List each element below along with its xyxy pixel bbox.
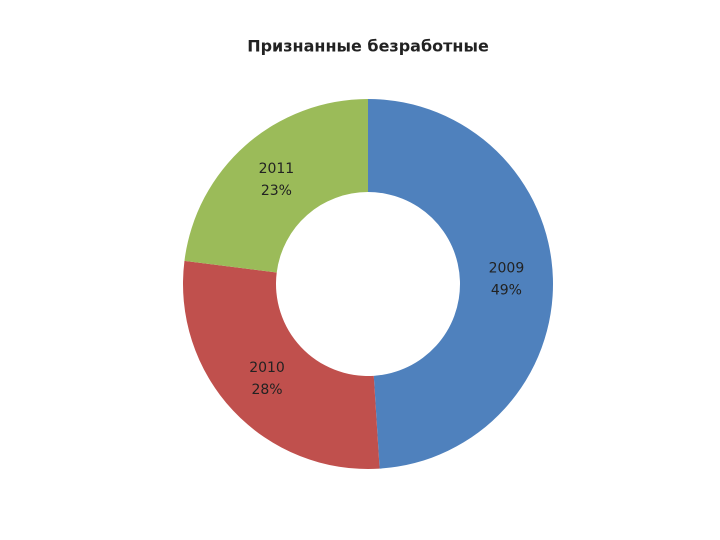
segment-category-label: 2010	[249, 360, 285, 376]
doughnut-segment	[184, 99, 368, 273]
segment-value-label: 23%	[261, 183, 292, 199]
segment-value-label: 28%	[251, 382, 282, 398]
doughnut-segment	[368, 99, 553, 469]
segment-category-label: 2009	[489, 261, 525, 277]
doughnut-segment	[182, 260, 380, 469]
chart-title: Признанные безработные	[247, 37, 489, 56]
segment-value-label: 49%	[491, 283, 522, 299]
segment-category-label: 2011	[259, 161, 295, 177]
